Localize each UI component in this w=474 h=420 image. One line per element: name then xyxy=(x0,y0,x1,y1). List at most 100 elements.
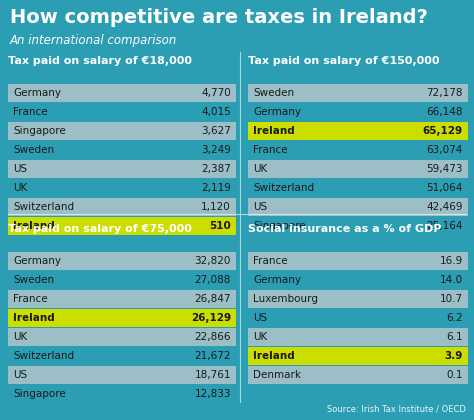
Text: 18,761: 18,761 xyxy=(194,370,231,380)
Bar xyxy=(8,366,236,384)
Bar xyxy=(8,217,236,235)
Text: France: France xyxy=(13,294,47,304)
Bar xyxy=(8,309,236,327)
Text: 27,088: 27,088 xyxy=(195,275,231,285)
Bar xyxy=(248,328,468,346)
Bar xyxy=(248,122,468,140)
Text: US: US xyxy=(13,370,27,380)
Bar xyxy=(8,271,236,289)
Text: US: US xyxy=(13,164,27,174)
Text: Germany: Germany xyxy=(253,275,301,285)
Text: UK: UK xyxy=(13,183,27,193)
Bar xyxy=(8,385,236,403)
Text: 1,120: 1,120 xyxy=(201,202,231,212)
Bar xyxy=(8,347,236,365)
Text: 0.1: 0.1 xyxy=(447,370,463,380)
Text: Tax paid on salary of €18,000: Tax paid on salary of €18,000 xyxy=(8,56,192,66)
Text: 51,064: 51,064 xyxy=(427,183,463,193)
Bar xyxy=(8,290,236,308)
Text: Switzerland: Switzerland xyxy=(253,183,314,193)
Text: 6.2: 6.2 xyxy=(447,313,463,323)
Text: 63,074: 63,074 xyxy=(427,145,463,155)
Bar xyxy=(248,179,468,197)
Text: Source: Irish Tax Institute / OECD: Source: Irish Tax Institute / OECD xyxy=(327,405,466,414)
Text: 66,148: 66,148 xyxy=(427,107,463,117)
Bar xyxy=(248,271,468,289)
Bar xyxy=(248,160,468,178)
Text: 16.9: 16.9 xyxy=(440,256,463,266)
Text: An international comparison: An international comparison xyxy=(10,34,177,47)
Text: 4,015: 4,015 xyxy=(201,107,231,117)
Text: Ireland: Ireland xyxy=(13,313,55,323)
Text: 32,820: 32,820 xyxy=(195,256,231,266)
Text: Switzerland: Switzerland xyxy=(13,202,74,212)
Text: 4,770: 4,770 xyxy=(201,88,231,98)
Text: US: US xyxy=(253,313,267,323)
Text: 12,833: 12,833 xyxy=(194,389,231,399)
Bar xyxy=(248,347,468,365)
Text: Singapore: Singapore xyxy=(13,389,66,399)
Text: France: France xyxy=(253,256,288,266)
Text: 10.7: 10.7 xyxy=(440,294,463,304)
Text: How competitive are taxes in Ireland?: How competitive are taxes in Ireland? xyxy=(10,8,428,27)
Text: Switzerland: Switzerland xyxy=(13,351,74,361)
Bar xyxy=(8,252,236,270)
Text: US: US xyxy=(253,202,267,212)
Text: Sweden: Sweden xyxy=(13,275,54,285)
Text: 14.0: 14.0 xyxy=(440,275,463,285)
Text: 72,178: 72,178 xyxy=(427,88,463,98)
Text: France: France xyxy=(253,145,288,155)
Text: Germany: Germany xyxy=(253,107,301,117)
Text: 26,129: 26,129 xyxy=(191,313,231,323)
Bar xyxy=(8,198,236,216)
Text: 42,469: 42,469 xyxy=(427,202,463,212)
Text: Social insurance as a % of GDP: Social insurance as a % of GDP xyxy=(248,224,441,234)
Text: UK: UK xyxy=(253,164,267,174)
Text: Germany: Germany xyxy=(13,256,61,266)
Bar xyxy=(8,328,236,346)
Bar xyxy=(248,103,468,121)
Text: Tax paid on salary of €75,000: Tax paid on salary of €75,000 xyxy=(8,224,192,234)
Bar xyxy=(248,309,468,327)
Bar xyxy=(8,103,236,121)
Text: 6.1: 6.1 xyxy=(447,332,463,342)
Text: UK: UK xyxy=(253,332,267,342)
Text: 2,119: 2,119 xyxy=(201,183,231,193)
Text: France: France xyxy=(13,107,47,117)
Bar xyxy=(248,217,468,235)
Text: Sweden: Sweden xyxy=(13,145,54,155)
Bar xyxy=(8,141,236,159)
Text: 65,129: 65,129 xyxy=(423,126,463,136)
Text: Singapore: Singapore xyxy=(253,221,306,231)
Bar xyxy=(8,179,236,197)
Bar xyxy=(248,198,468,216)
Text: 26,847: 26,847 xyxy=(194,294,231,304)
Bar xyxy=(248,252,468,270)
Text: Singapore: Singapore xyxy=(13,126,66,136)
Bar xyxy=(248,290,468,308)
Text: 2,387: 2,387 xyxy=(201,164,231,174)
Text: 25,164: 25,164 xyxy=(427,221,463,231)
Text: 3,627: 3,627 xyxy=(201,126,231,136)
Text: UK: UK xyxy=(13,332,27,342)
Text: Tax paid on salary of €150,000: Tax paid on salary of €150,000 xyxy=(248,56,439,66)
Text: 22,866: 22,866 xyxy=(194,332,231,342)
Text: 510: 510 xyxy=(209,221,231,231)
Bar xyxy=(248,84,468,102)
Text: Ireland: Ireland xyxy=(253,351,295,361)
Text: Ireland: Ireland xyxy=(13,221,55,231)
Text: 3,249: 3,249 xyxy=(201,145,231,155)
Text: 3.9: 3.9 xyxy=(445,351,463,361)
Text: Denmark: Denmark xyxy=(253,370,301,380)
Bar xyxy=(8,160,236,178)
Text: Luxembourg: Luxembourg xyxy=(253,294,318,304)
Text: 59,473: 59,473 xyxy=(427,164,463,174)
Bar xyxy=(8,84,236,102)
Bar xyxy=(248,141,468,159)
Text: Ireland: Ireland xyxy=(253,126,295,136)
Text: Sweden: Sweden xyxy=(253,88,294,98)
Text: 21,672: 21,672 xyxy=(194,351,231,361)
Bar xyxy=(248,366,468,384)
Bar xyxy=(8,122,236,140)
Text: Germany: Germany xyxy=(13,88,61,98)
